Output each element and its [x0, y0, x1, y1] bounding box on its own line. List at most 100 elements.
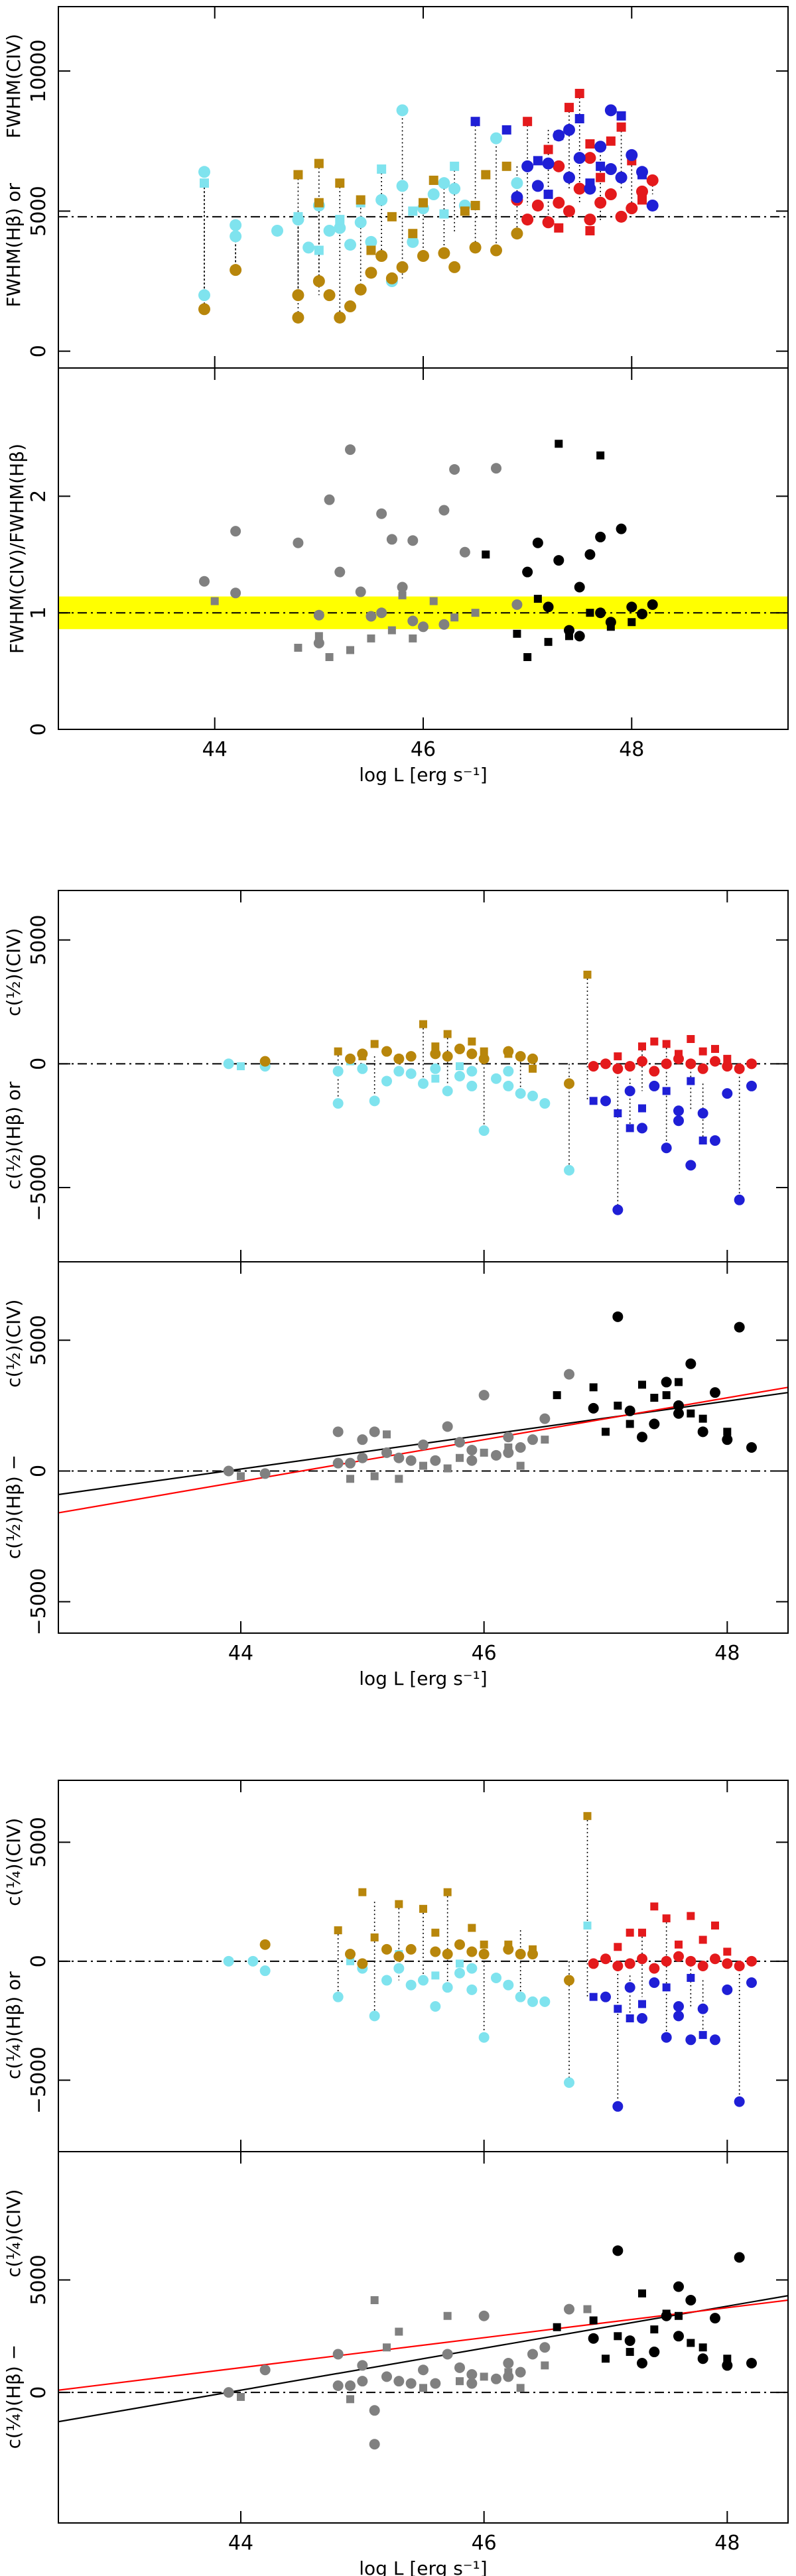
data-point-blue-circle [612, 2101, 624, 2112]
data-point-cyan-circle [503, 1066, 514, 1077]
data-point-cyan-circle [396, 104, 409, 117]
data-point-black-circle [673, 2281, 684, 2292]
data-point-red-circle [573, 182, 586, 195]
data-point-red-circle [649, 1963, 660, 1974]
data-point-black-square [638, 1380, 646, 1389]
data-point-black-square [687, 1409, 695, 1418]
data-point-gray-circle [459, 546, 470, 558]
data-point-gold-circle [442, 1051, 453, 1062]
data-point-blue-circle [626, 149, 638, 161]
data-point-cyan-circle [271, 224, 283, 237]
data-point-cyan-circle [466, 1080, 478, 1091]
data-point-red-circle [615, 210, 628, 223]
data-point-blue-circle [511, 191, 523, 204]
data-point-gray-square [419, 1461, 427, 1470]
plot-area [58, 2245, 788, 2450]
data-point-gold-circle [365, 267, 377, 279]
data-point-black-square [553, 1391, 561, 1400]
data-point-cyan-square [408, 206, 418, 216]
data-point-red-circle [612, 1961, 624, 1971]
data-point-red-circle [563, 205, 575, 217]
data-point-gold-square [358, 1888, 367, 1896]
data-point-blue-circle [563, 171, 575, 184]
data-point-gray-circle [313, 637, 324, 648]
y-tick-label: 0 [27, 723, 50, 735]
data-point-red-circle [600, 1058, 611, 1070]
data-point-gray-square [480, 1448, 488, 1457]
data-point-blue-square [589, 1993, 598, 2001]
data-point-red-square [638, 1928, 646, 1937]
data-point-blue-square [687, 1077, 695, 1085]
data-point-gray-circle [376, 607, 387, 619]
data-point-black-square [602, 2355, 610, 2363]
data-point-red-circle [734, 1063, 745, 1074]
data-point-gold-square [583, 970, 592, 979]
data-point-gray-circle [438, 619, 450, 630]
data-point-gray-circle [393, 1452, 405, 1463]
data-point-blue-square [616, 111, 626, 121]
data-point-gray-circle [438, 505, 450, 516]
data-point-gray-square [383, 1430, 391, 1439]
data-point-gray-circle [466, 2369, 478, 2380]
data-point-gray-square [456, 2377, 464, 2386]
plot-area [58, 88, 788, 324]
data-point-black-square [606, 623, 615, 631]
data-point-gray-circle [564, 2303, 574, 2315]
data-point-gold-circle [454, 1939, 465, 1950]
data-point-red-square [698, 1047, 707, 1056]
data-point-blue-circle [673, 2001, 684, 2012]
data-point-cyan-circle [430, 2001, 441, 2012]
data-point-gray-circle [449, 463, 460, 475]
data-point-cyan-circle [430, 1063, 441, 1074]
data-point-red-square [723, 1947, 732, 1956]
y-tick-label: 0 [27, 1955, 50, 1967]
data-point-blue-circle [649, 1080, 660, 1091]
data-point-cyan-circle [230, 230, 242, 243]
data-point-gray-circle [332, 1426, 344, 1438]
data-point-gray-square [383, 2343, 391, 2352]
data-point-blue-square [533, 156, 543, 166]
data-point-cyan-circle [375, 194, 388, 206]
data-point-gray-circle [466, 2378, 478, 2389]
data-point-red-circle [624, 1958, 635, 1969]
data-point-black-square [555, 440, 563, 448]
data-point-gray-circle [223, 1465, 234, 1477]
data-point-gray-circle [527, 1434, 538, 1445]
data-point-black-circle [746, 2358, 757, 2369]
data-point-black-square [614, 2332, 622, 2341]
data-point-gold-circle [345, 1949, 356, 1960]
data-point-red-square [711, 1044, 719, 1053]
data-point-gray-circle [478, 2310, 490, 2321]
data-point-gold-circle [292, 289, 304, 302]
data-point-blue-circle [697, 2003, 708, 2014]
data-point-gray-square [367, 634, 375, 643]
data-point-gold-circle [454, 1043, 465, 1054]
data-point-gray-square [429, 597, 438, 605]
data-point-blue-square [698, 2031, 707, 2040]
data-point-cyan-circle [332, 1991, 344, 2002]
data-point-gray-square [419, 2384, 427, 2392]
data-point-gray-circle [381, 2371, 392, 2382]
data-point-blue-square [614, 1109, 622, 1117]
data-point-black-square [638, 2289, 646, 2298]
y-tick-label: 0 [27, 1058, 50, 1070]
data-point-gray-circle [345, 444, 356, 456]
data-point-gray-square [443, 2311, 452, 2320]
data-point-black-square [650, 1394, 659, 1402]
data-point-red-square [650, 1037, 659, 1046]
data-point-cyan-circle [393, 1066, 405, 1077]
x-tick-label: 46 [472, 1642, 497, 1665]
data-point-black-square [662, 2309, 671, 2318]
data-point-gold-square [480, 1940, 488, 1949]
data-point-blue-circle [685, 1160, 696, 1171]
y-tick-label: 5000 [27, 914, 50, 965]
data-point-red-circle [649, 1066, 660, 1077]
data-point-gold-square [501, 161, 511, 171]
data-point-gold-square [387, 212, 397, 221]
data-point-cyan-circle [354, 216, 367, 229]
data-point-blue-square [614, 2004, 622, 2013]
data-point-gray-circle [334, 566, 346, 578]
data-point-black-circle [612, 2245, 624, 2256]
data-point-cyan-square [439, 209, 449, 219]
